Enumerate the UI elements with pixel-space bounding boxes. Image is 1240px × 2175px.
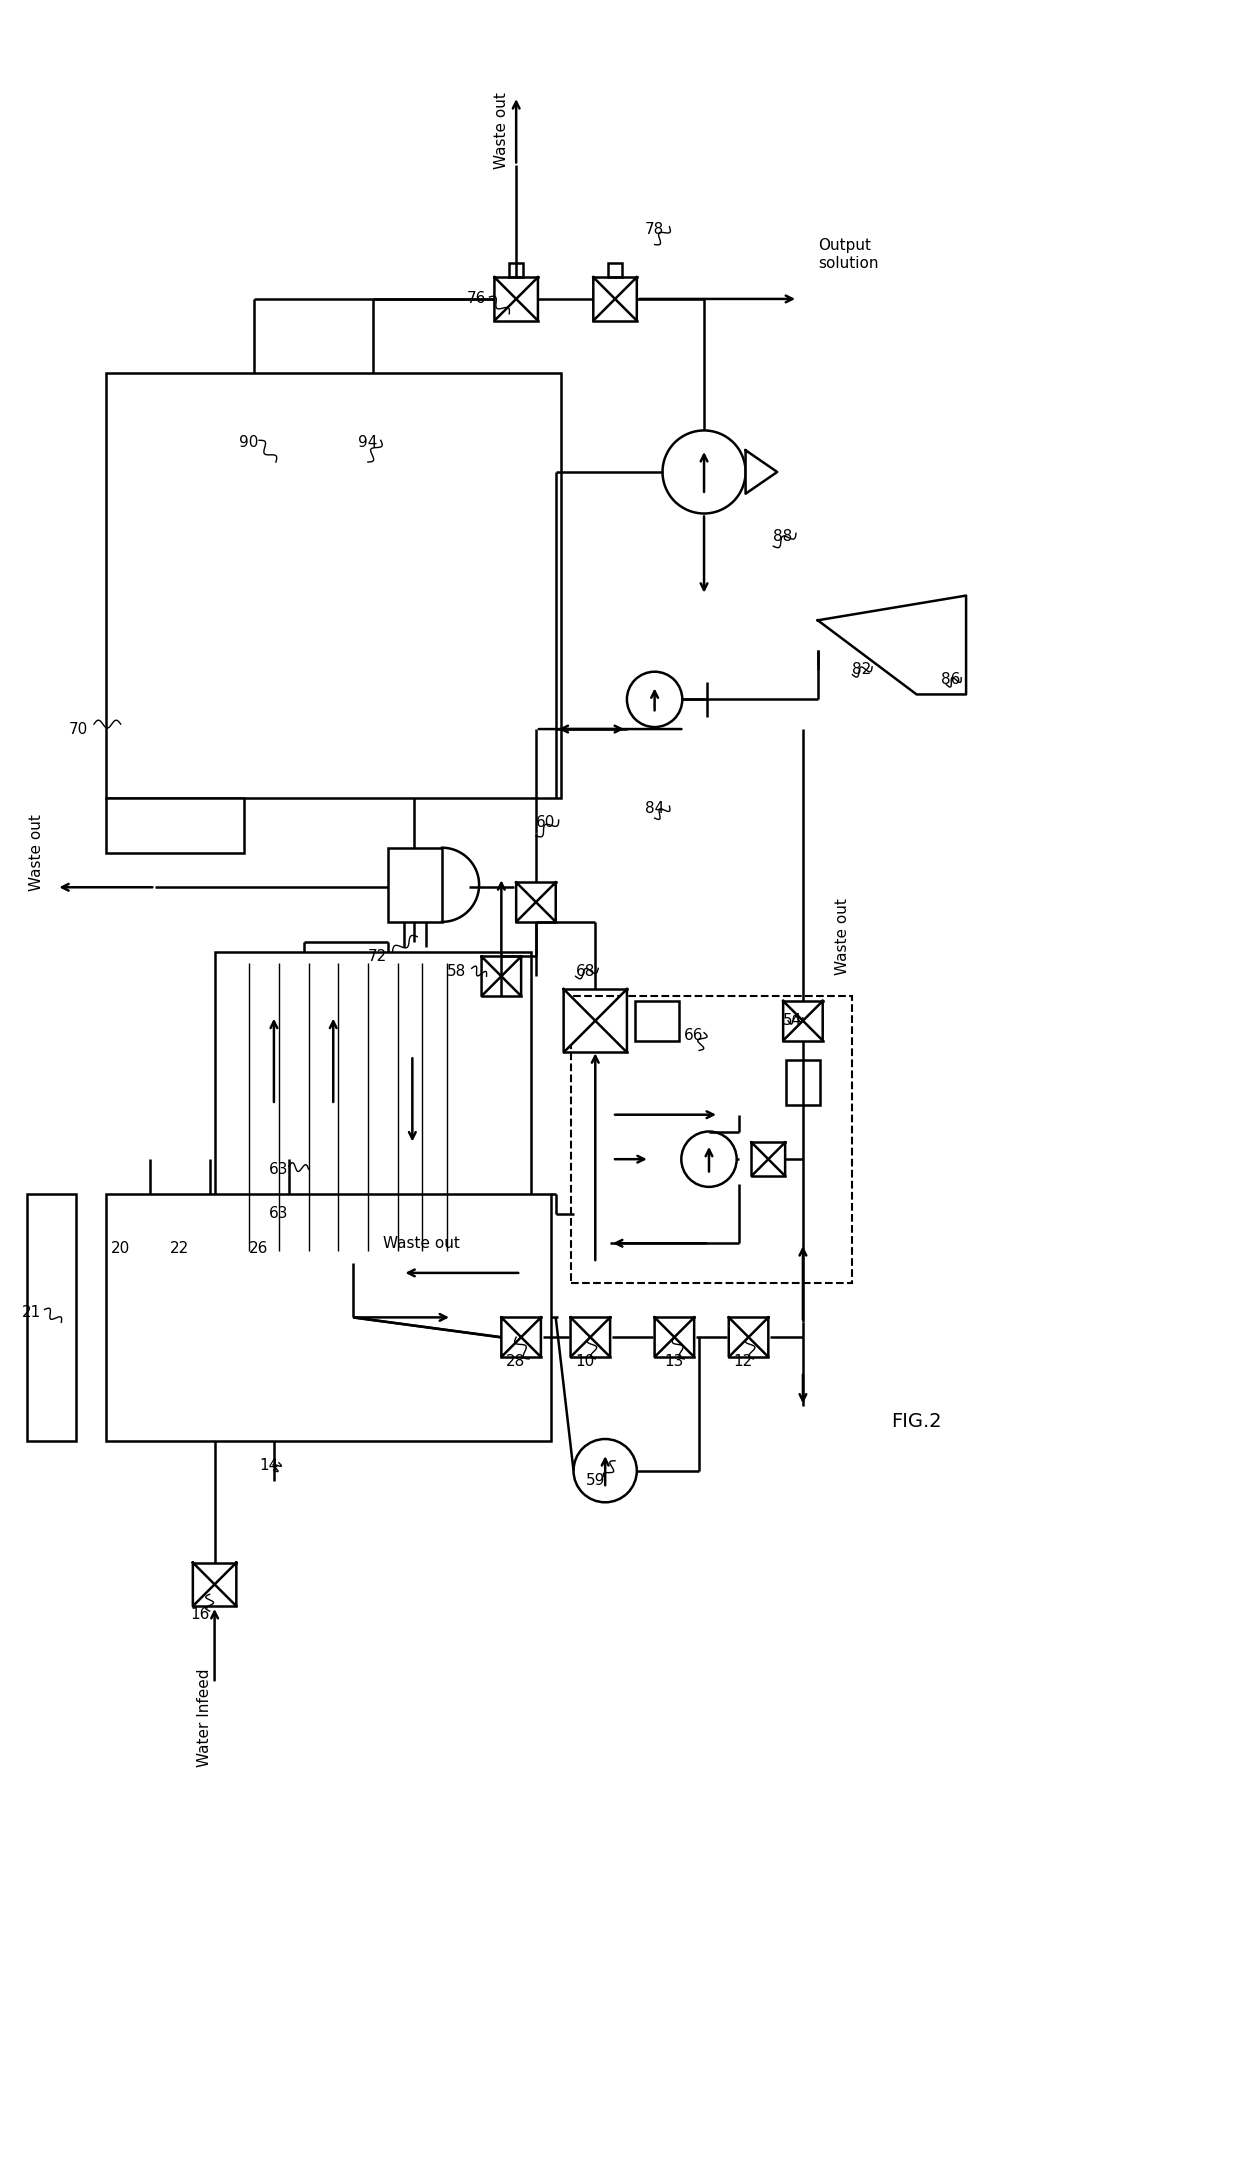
Text: 54: 54: [784, 1014, 802, 1029]
Bar: [27, 1194, 76, 1442]
Text: 63: 63: [269, 1161, 289, 1177]
Text: 21: 21: [22, 1305, 41, 1320]
Polygon shape: [817, 596, 966, 694]
Bar: [105, 1194, 551, 1442]
Text: 82: 82: [852, 661, 872, 676]
Bar: [388, 848, 441, 922]
Polygon shape: [749, 1318, 769, 1357]
Polygon shape: [729, 1318, 749, 1357]
Polygon shape: [593, 276, 615, 320]
Text: 28: 28: [506, 1355, 526, 1370]
Text: 72: 72: [368, 948, 387, 964]
Text: Output
solution: Output solution: [817, 239, 878, 270]
Text: 12: 12: [734, 1355, 753, 1370]
Text: 26: 26: [249, 1240, 269, 1255]
Text: Waste out: Waste out: [494, 91, 508, 170]
Text: 13: 13: [665, 1355, 684, 1370]
Text: 60: 60: [536, 816, 556, 831]
Bar: [105, 374, 560, 798]
Polygon shape: [769, 1142, 785, 1177]
Text: 16: 16: [190, 1607, 210, 1623]
Polygon shape: [675, 1318, 694, 1357]
Polygon shape: [193, 1562, 215, 1605]
Text: 88: 88: [774, 529, 792, 544]
Bar: [608, 263, 622, 276]
Text: 94: 94: [358, 435, 377, 450]
Polygon shape: [215, 1562, 237, 1605]
Polygon shape: [570, 1318, 590, 1357]
Text: Waste out: Waste out: [29, 813, 45, 892]
Polygon shape: [590, 1318, 610, 1357]
Text: 10: 10: [575, 1355, 595, 1370]
Text: 76: 76: [466, 291, 486, 307]
Polygon shape: [655, 1318, 675, 1357]
Text: 86: 86: [941, 672, 961, 687]
Circle shape: [627, 672, 682, 726]
Polygon shape: [501, 957, 521, 996]
Circle shape: [574, 1440, 637, 1503]
Bar: [570, 996, 852, 1283]
Bar: [105, 798, 244, 853]
Text: 58: 58: [446, 964, 466, 979]
Text: 63: 63: [269, 1207, 289, 1220]
Bar: [215, 950, 531, 1264]
Text: Waste out: Waste out: [835, 898, 849, 974]
Text: Waste out: Waste out: [383, 1235, 460, 1251]
Polygon shape: [481, 957, 501, 996]
Polygon shape: [516, 883, 536, 922]
Polygon shape: [751, 1142, 769, 1177]
Bar: [786, 1059, 820, 1105]
Text: 84: 84: [645, 800, 663, 816]
Circle shape: [681, 1131, 737, 1188]
Polygon shape: [536, 883, 556, 922]
Text: 68: 68: [575, 964, 595, 979]
Circle shape: [662, 431, 745, 513]
Text: 22: 22: [170, 1240, 190, 1255]
Polygon shape: [564, 990, 595, 1053]
Text: 59: 59: [585, 1472, 605, 1488]
Text: 14: 14: [259, 1457, 278, 1472]
Text: 78: 78: [645, 222, 663, 237]
Polygon shape: [804, 1000, 822, 1040]
Polygon shape: [501, 1318, 521, 1357]
Polygon shape: [595, 990, 627, 1053]
Polygon shape: [521, 1318, 541, 1357]
Polygon shape: [516, 276, 538, 320]
Text: 70: 70: [68, 722, 88, 737]
Bar: [635, 1000, 680, 1040]
Text: 90: 90: [239, 435, 259, 450]
Text: Water Infeed: Water Infeed: [197, 1668, 212, 1766]
Text: 20: 20: [110, 1240, 130, 1255]
Text: 66: 66: [684, 1029, 704, 1044]
Polygon shape: [495, 276, 516, 320]
Polygon shape: [784, 1000, 804, 1040]
Bar: [510, 263, 523, 276]
Polygon shape: [745, 450, 777, 494]
Text: FIG.2: FIG.2: [892, 1412, 942, 1431]
Polygon shape: [615, 276, 637, 320]
